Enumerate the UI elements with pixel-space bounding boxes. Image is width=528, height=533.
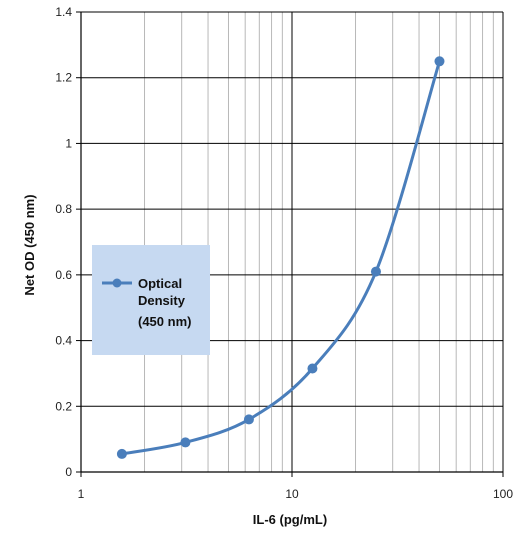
data-point: [434, 56, 445, 67]
data-point: [243, 414, 254, 425]
legend-label-line-1: Optical: [138, 276, 182, 291]
axes: [76, 11, 504, 477]
data-point: [180, 437, 191, 448]
grid: [80, 11, 504, 473]
tick-labels: 0 0.2 0.4 0.6 0.8 1 1.2 1.4 1 10 100: [55, 5, 513, 501]
legend-label-line-3: (450 nm): [138, 314, 191, 329]
y-tick-label: 1.4: [55, 5, 72, 19]
legend: Optical Density (450 nm): [92, 245, 210, 355]
y-tick-label: 1.2: [55, 71, 72, 85]
data-point: [370, 266, 381, 277]
y-tick-label: 0.8: [55, 202, 72, 216]
x-tick-label: 100: [493, 487, 513, 501]
legend-swatch-marker: [112, 278, 122, 288]
legend-label-line-2: Density: [138, 293, 186, 308]
y-tick-label: 0.2: [55, 399, 72, 413]
y-axis-title: Net OD (450 nm): [22, 194, 37, 295]
legend-background: [92, 245, 210, 355]
y-tick-label: 0: [65, 465, 72, 479]
series-layer: [116, 56, 445, 459]
x-tick-label: 10: [285, 487, 299, 501]
y-tick-label: 1: [65, 136, 72, 150]
y-tick-label: 0.4: [55, 334, 72, 348]
data-point: [307, 363, 318, 374]
y-tick-label: 0.6: [55, 268, 72, 282]
data-point: [116, 448, 127, 459]
x-tick-label: 1: [78, 487, 85, 501]
x-axis-title: IL-6 (pg/mL): [253, 512, 327, 527]
